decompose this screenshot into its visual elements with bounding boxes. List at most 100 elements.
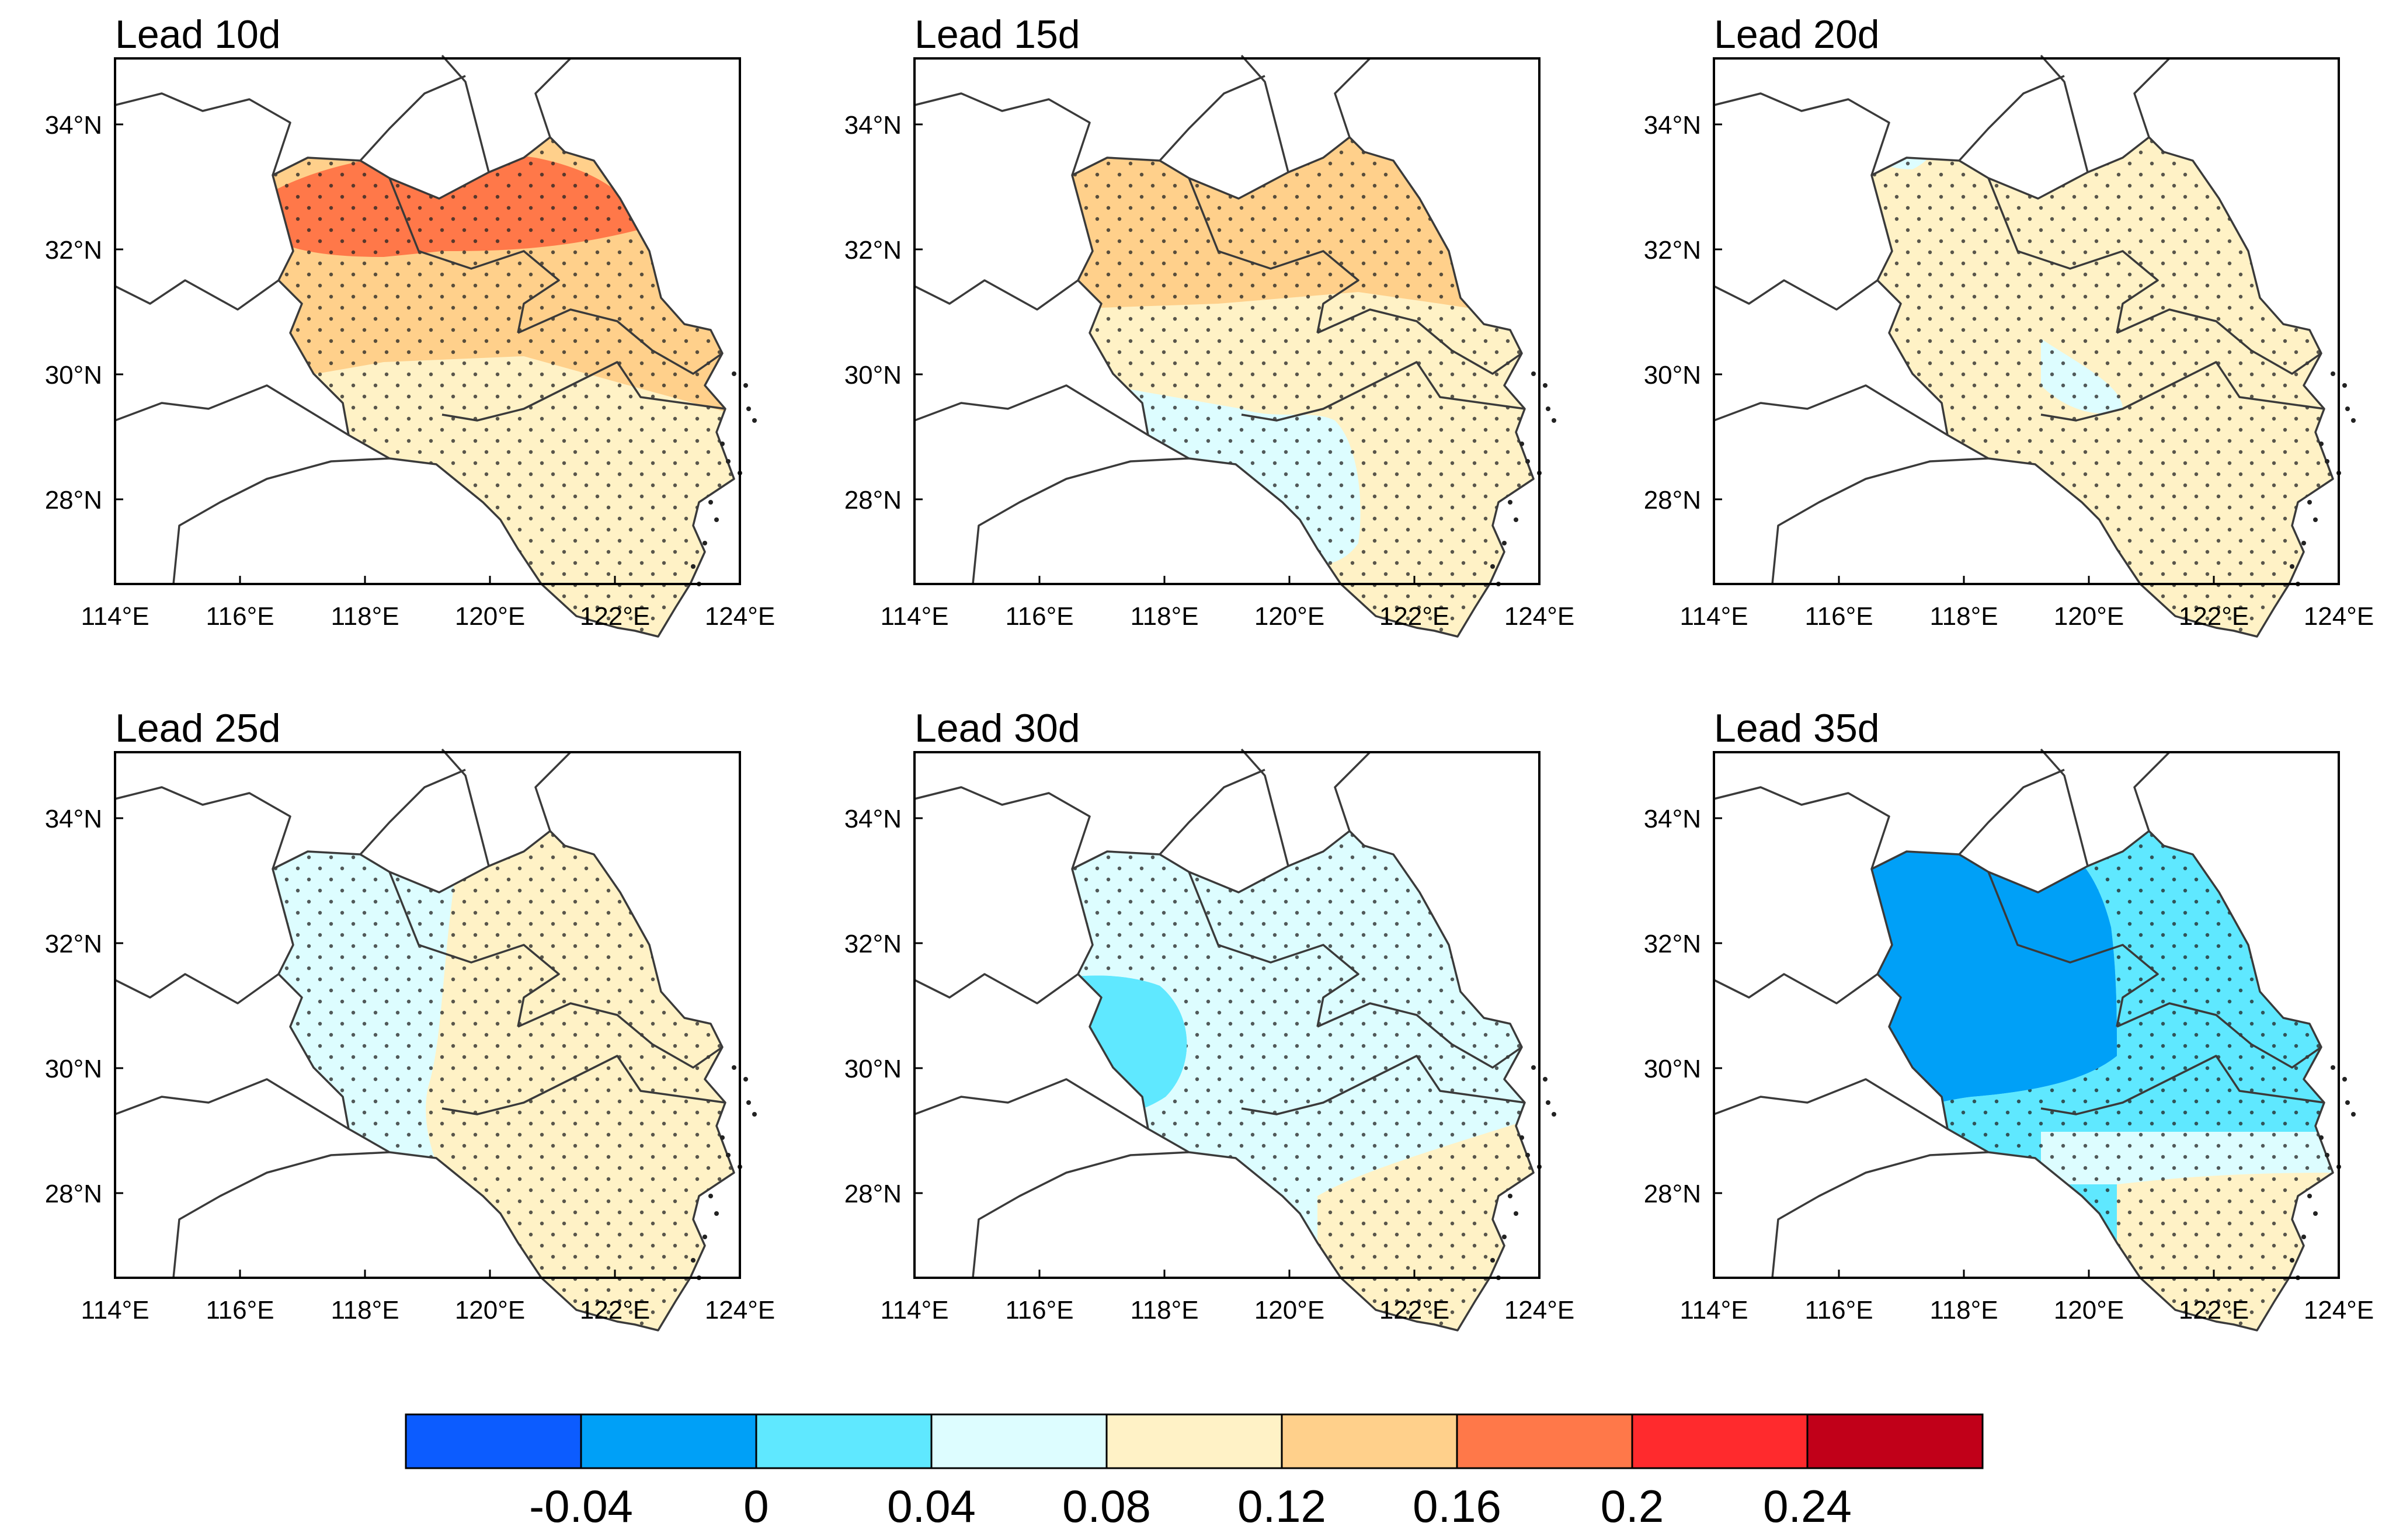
island [720, 1135, 725, 1140]
lon-tick-label: 124°E [1504, 602, 1574, 631]
colorbar-swatch [755, 1413, 933, 1469]
island [2313, 517, 2318, 522]
province-border [1334, 57, 1371, 138]
lon-tick-label: 118°E [331, 602, 399, 631]
colorbar-label: 0.24 [1763, 1480, 1852, 1532]
map-frame [114, 751, 741, 1279]
province-border [1987, 871, 2159, 1027]
lon-tick-label: 124°E [1504, 1296, 1574, 1325]
island [1519, 1135, 1524, 1140]
lat-tick-label: 32°N [1644, 930, 1701, 958]
lat-tick-label: 30°N [844, 361, 902, 390]
island [691, 564, 696, 569]
province-border [388, 178, 560, 333]
boundaries [114, 748, 735, 1332]
province-border [1159, 75, 1265, 162]
lat-tick-label: 30°N [45, 361, 102, 390]
province-border [1317, 308, 1523, 375]
island [1514, 1211, 1518, 1216]
colorbar-swatch [1281, 1413, 1458, 1469]
province-border [1241, 1055, 1525, 1115]
lon-tick-label: 114°E [81, 1296, 149, 1325]
panel-lead-10d: Lead 10d 114°E 116°E 118°E 120°E 122°E 124°E 3… [45, 12, 775, 638]
lat-tick-label: 30°N [1644, 1055, 1701, 1083]
province-border [517, 308, 724, 375]
province-border [2040, 748, 2089, 867]
island [743, 1077, 748, 1082]
island [1552, 1112, 1556, 1117]
field-mid [752, 828, 757, 846]
map-frame [1713, 57, 2340, 585]
island [1552, 418, 1556, 423]
island [2345, 406, 2350, 411]
island [2319, 1135, 2324, 1140]
province-border [1987, 178, 2159, 333]
island [703, 1235, 707, 1239]
colorbar-label: 0 [743, 1480, 768, 1532]
island [703, 541, 707, 545]
lat-tick-label: 28°N [45, 486, 102, 515]
province-border [1317, 1002, 1523, 1069]
province-border [2116, 1002, 2322, 1069]
lon-tick-label: 120°E [1254, 602, 1324, 631]
province-border [914, 786, 1091, 870]
province-border [1188, 178, 1359, 333]
province-border [1334, 751, 1371, 832]
island [1543, 1077, 1548, 1082]
region-outline [1870, 830, 2334, 1332]
island [1543, 383, 1548, 388]
province-border [1188, 871, 1359, 1027]
lon-tick-label: 120°E [2054, 602, 2124, 631]
island [714, 1211, 719, 1216]
lon-tick-label: 122°E [1379, 602, 1449, 631]
island [1531, 371, 1536, 376]
colorbar-swatch [1806, 1413, 1984, 1469]
lon-tick-label: 114°E [81, 602, 149, 631]
lon-tick-label: 114°E [1679, 602, 1748, 631]
colorbar-label: 0.16 [1413, 1480, 1501, 1532]
province-border [972, 457, 1190, 585]
axis-ticks: 114°E 116°E 118°E 120°E 122°E 124°E 34°N 32°N 30… [844, 111, 1574, 631]
province-border [359, 769, 466, 856]
island [1490, 564, 1495, 569]
boundaries [1713, 748, 2334, 1332]
province-border [914, 92, 1091, 176]
province-border [114, 1078, 349, 1130]
map-frame [1713, 751, 2340, 1279]
lat-tick-label: 30°N [1644, 361, 1701, 390]
region-outline [1071, 830, 1535, 1332]
panel-title: Lead 35d [1714, 706, 1880, 750]
island [691, 1258, 696, 1263]
province-border [388, 871, 560, 1027]
island [2331, 371, 2335, 376]
island [708, 1194, 713, 1198]
lon-tick-label: 118°E [1130, 1296, 1198, 1325]
island [1531, 1065, 1536, 1070]
region-outline [272, 136, 735, 638]
lon-tick-label: 120°E [455, 1296, 525, 1325]
island [1514, 517, 1518, 522]
island [720, 442, 725, 446]
island [752, 1112, 757, 1117]
field-fill [1872, 831, 2333, 1330]
field-fill [1072, 137, 1533, 637]
province-border [1240, 748, 1289, 867]
province-border [1713, 786, 1890, 870]
island [2290, 564, 2294, 569]
province-border [1713, 279, 1879, 311]
region-outline [272, 830, 735, 1332]
panel-lead-30d: Lead 30d 114°E 116°E 118°E 120°E 122°E 124°E 3… [844, 706, 1574, 1332]
region-outline [1071, 136, 1535, 638]
lat-tick-label: 34°N [45, 805, 102, 833]
island [2345, 1100, 2350, 1105]
island [1490, 1258, 1495, 1263]
island [708, 500, 713, 505]
island [2351, 418, 2356, 423]
lon-tick-label: 116°E [206, 1296, 274, 1325]
island [732, 1065, 736, 1070]
lat-tick-label: 28°N [45, 1180, 102, 1208]
lon-tick-label: 120°E [1254, 1296, 1324, 1325]
lon-tick-label: 124°E [705, 602, 775, 631]
island [752, 418, 757, 423]
